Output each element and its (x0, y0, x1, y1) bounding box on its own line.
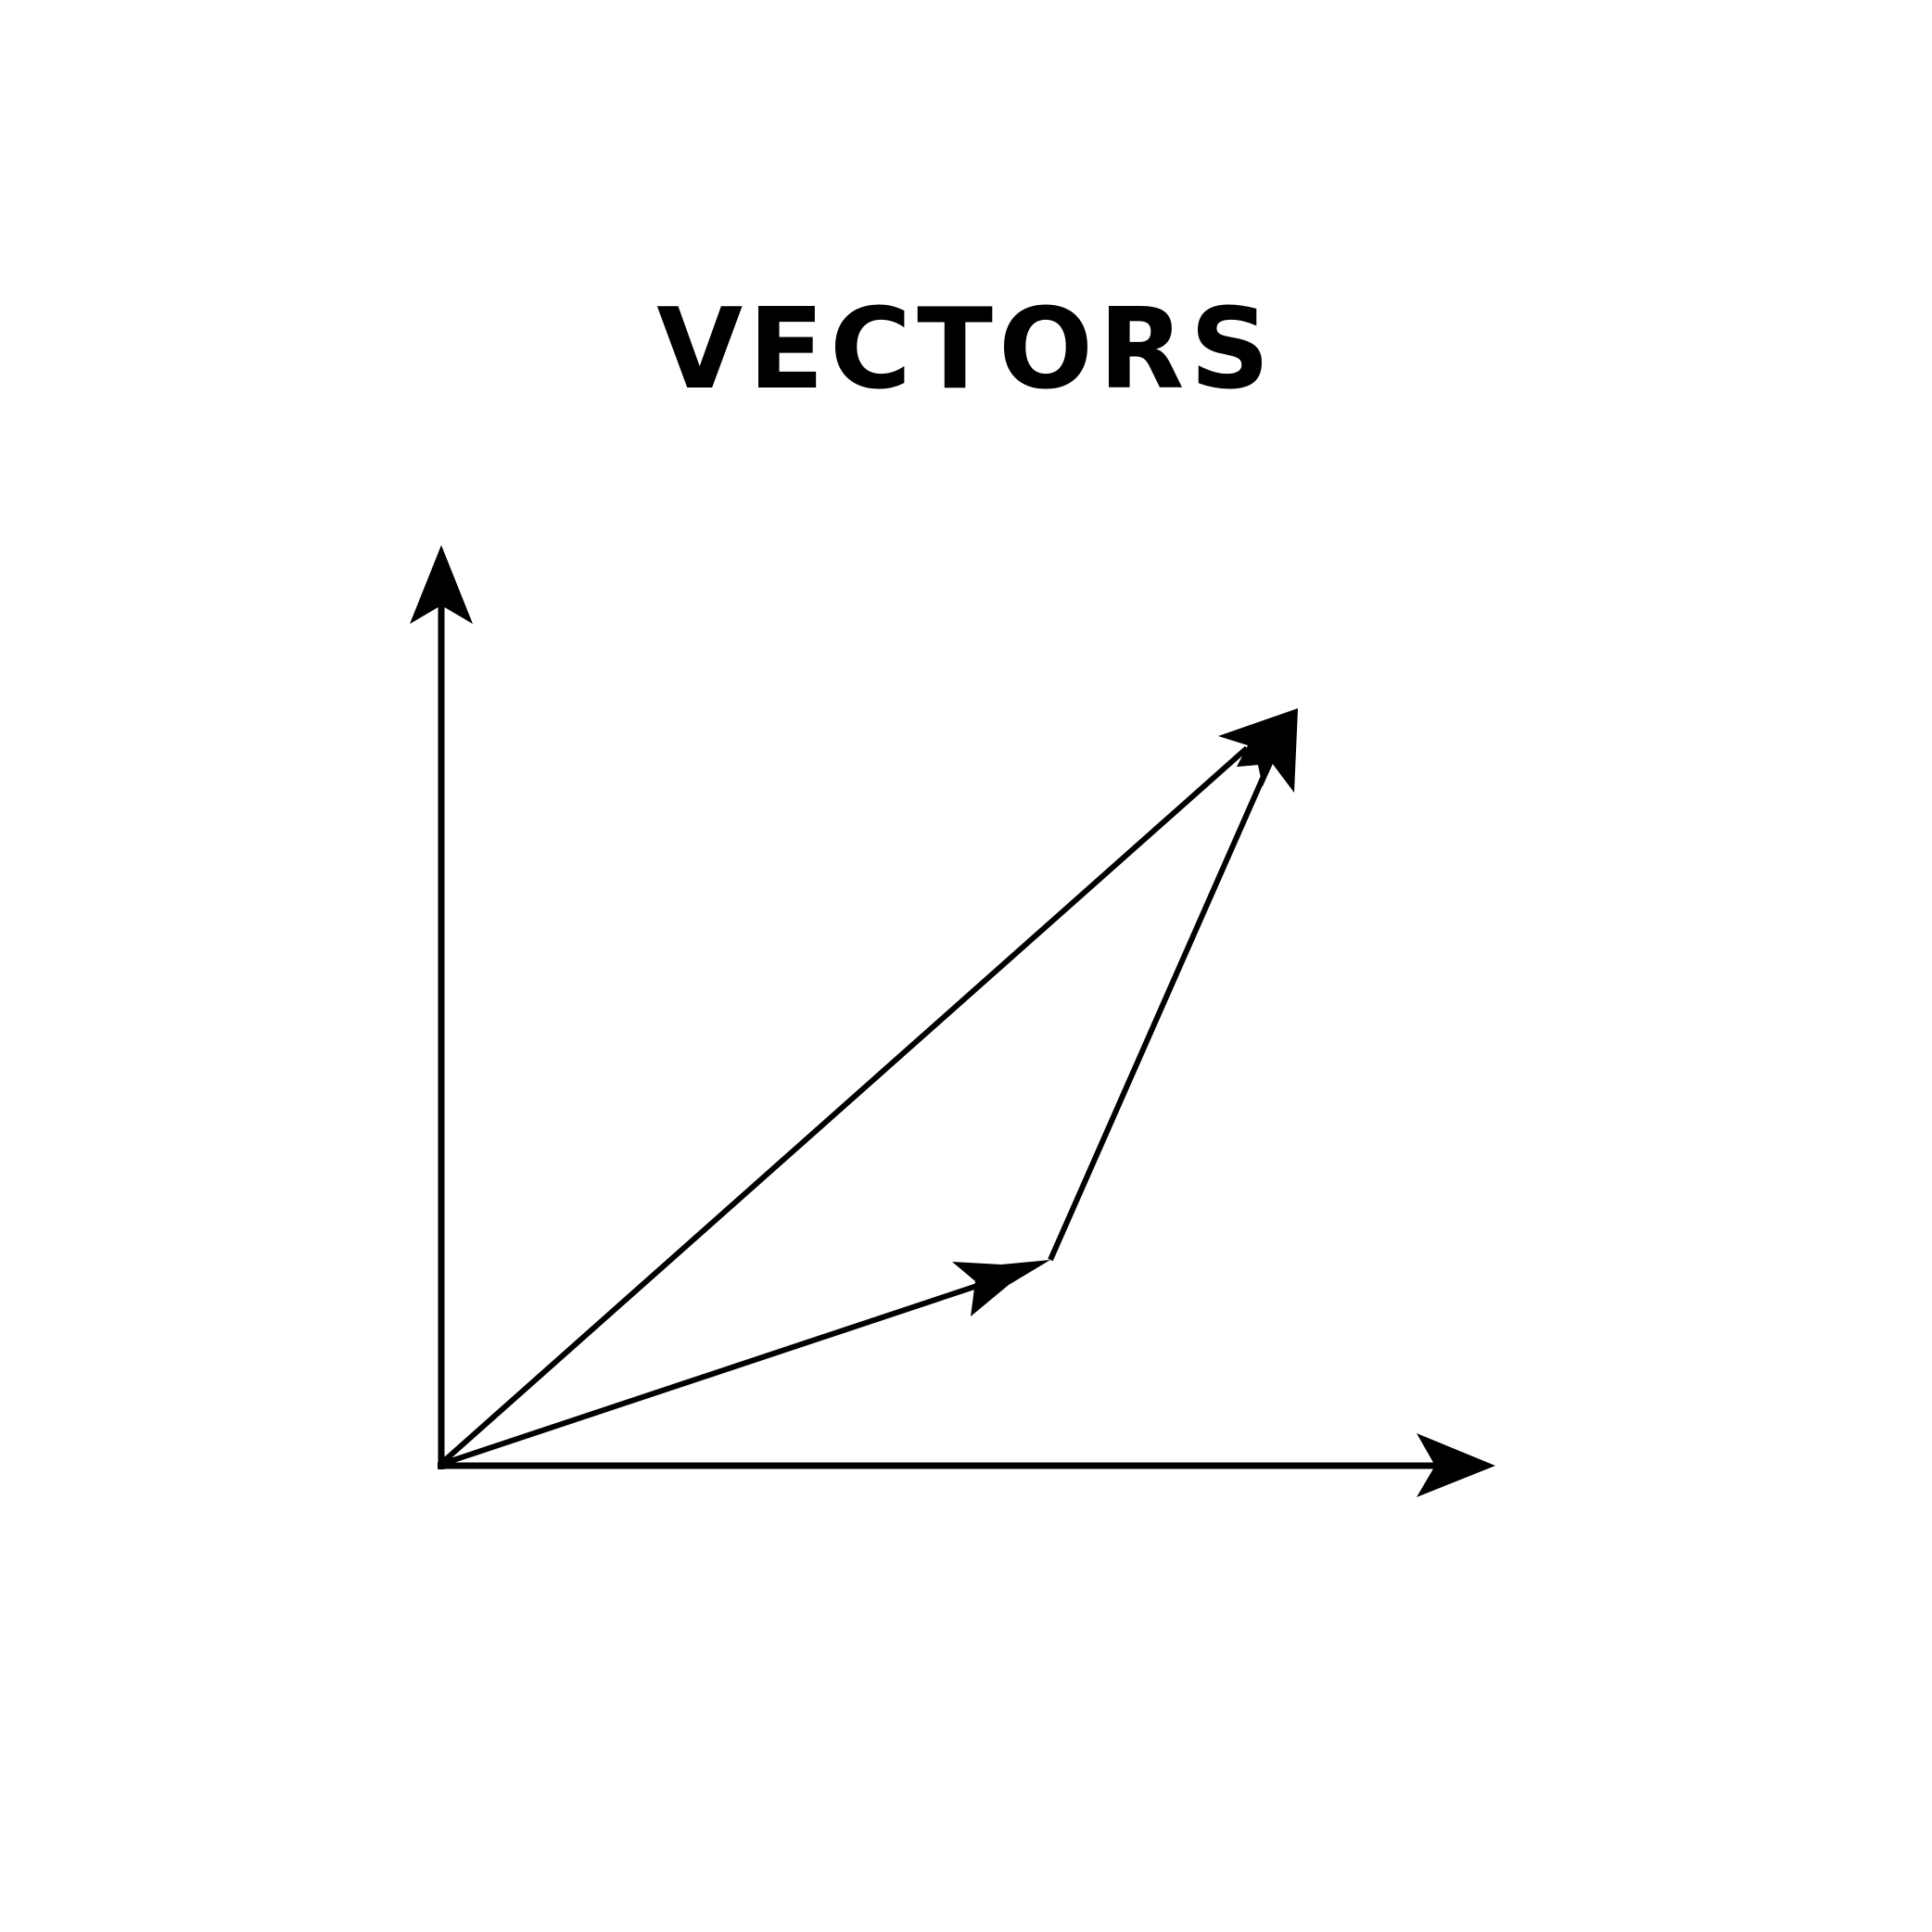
y-axis-arrow (410, 545, 473, 1469)
vector-b-line (1048, 772, 1267, 1262)
resultant-vector-line (443, 745, 1249, 1463)
vector-b-arrow (1048, 708, 1298, 1262)
x-axis-arrow (438, 1433, 1495, 1497)
vector-a-line (444, 1281, 984, 1466)
page-title: VECTORS (656, 286, 1276, 414)
vector-a-arrow (444, 1260, 1050, 1466)
vector-b-arrowhead (1237, 708, 1298, 793)
resultant-vector-arrow (443, 708, 1298, 1463)
x-axis-arrowhead (1417, 1433, 1495, 1497)
vector-a-arrowhead (952, 1260, 1050, 1316)
y-axis-arrowhead (410, 545, 473, 624)
